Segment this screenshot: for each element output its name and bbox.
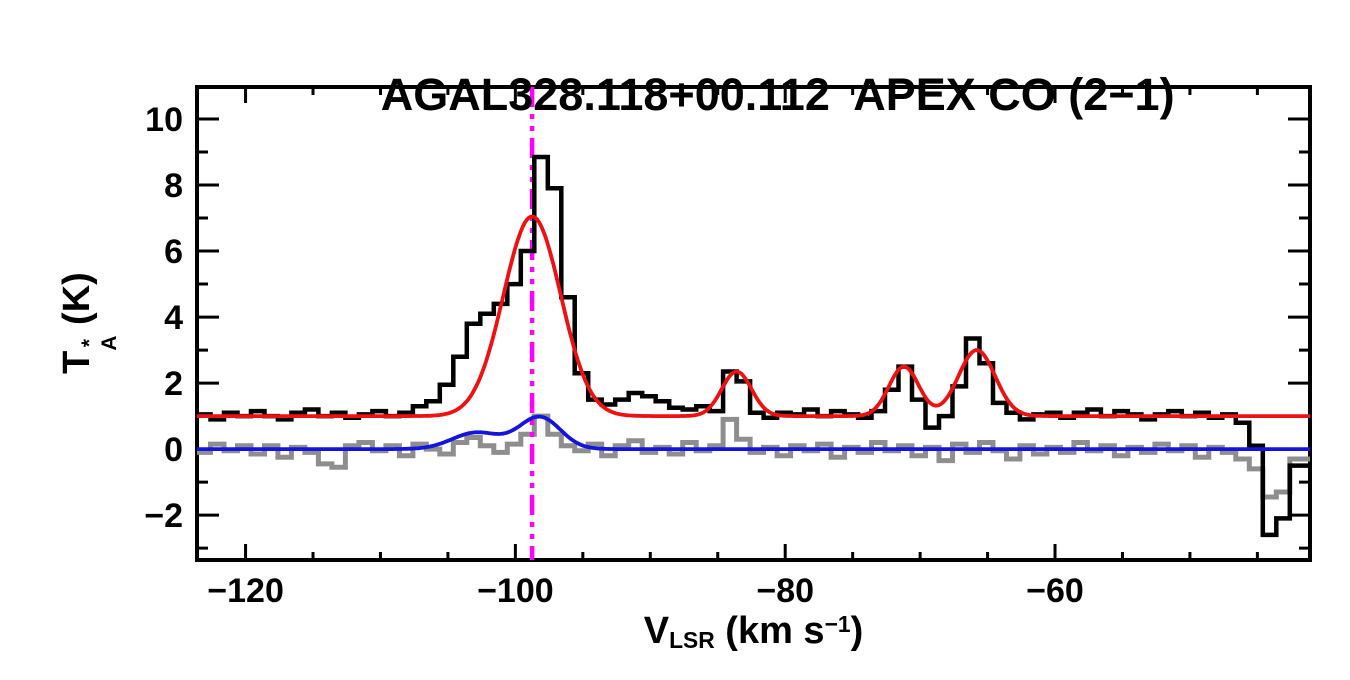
x-label-subscript: LSR: [669, 627, 715, 654]
gaussian-fit-main-curve: [197, 214, 1310, 418]
axis-ticks: [197, 87, 1310, 560]
x-tick-label: −60: [1026, 572, 1084, 610]
y-tick-label: 0: [164, 431, 183, 469]
x-label-close-paren: ): [850, 610, 864, 652]
y-label-stack: * A: [78, 335, 122, 351]
x-tick-label: −100: [477, 572, 554, 610]
x-label-base: V: [643, 610, 670, 652]
y-tick-label: 4: [164, 299, 183, 337]
y-label-units: (K): [55, 272, 98, 336]
y-label-subscript: A: [98, 335, 122, 351]
y-axis-label: T * A (K): [55, 272, 122, 374]
y-tick-label: 6: [164, 233, 183, 271]
x-tick-label: −80: [756, 572, 814, 610]
plot-title-text: AGAL328.118+00.112 APEX CO (2−1): [380, 68, 1175, 120]
plot-title: AGAL328.118+00.112 APEX CO (2−1): [197, 20, 1310, 169]
y-tick-label: 8: [164, 167, 183, 205]
y-tick-label: 10: [145, 101, 183, 139]
y-tick-label: 2: [164, 365, 183, 403]
plot-frame: [195, 85, 1312, 562]
observed-co-spectrum-curve: [197, 154, 1310, 538]
y-label-base: T: [55, 350, 98, 374]
residual-spectrum-curve: [197, 413, 1310, 500]
y-tick-label: −2: [144, 497, 183, 535]
x-axis-label: VLSR (km s−1): [197, 610, 1310, 653]
x-label-superscript: −1: [824, 610, 851, 637]
x-tick-label: −120: [207, 572, 284, 610]
gaussian-fit-secondary-curve: [197, 414, 1310, 451]
x-label-units: (km s: [714, 610, 825, 652]
